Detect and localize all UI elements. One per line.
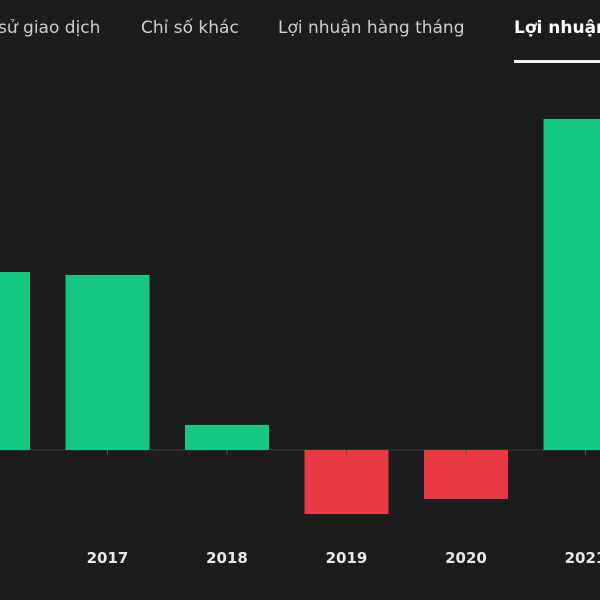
active-tab-indicator: [514, 60, 600, 63]
x-tick-label-2020: 2020: [445, 549, 487, 567]
tab-trade-history[interactable]: sử giao dịch: [0, 18, 101, 38]
bar-2021[interactable]: [543, 119, 600, 450]
bar-2016[interactable]: [0, 272, 30, 450]
bar-2019[interactable]: [304, 450, 389, 514]
x-tick-label-2021: 2021: [565, 549, 600, 567]
bar-2017[interactable]: [65, 275, 150, 450]
x-tick-label-2018: 2018: [206, 549, 248, 567]
tab-monthly-profit[interactable]: Lợi nhuận hàng tháng: [278, 18, 465, 38]
bar-2018[interactable]: [185, 425, 269, 450]
tab-bar: sử giao dịch Chỉ số khác Lợi nhuận hàng …: [0, 0, 600, 64]
x-tick-label-2017: 2017: [87, 549, 129, 567]
x-tick-label-2019: 2019: [326, 549, 368, 567]
bar-2020[interactable]: [424, 450, 508, 499]
tab-other-metrics[interactable]: Chỉ số khác: [141, 18, 239, 38]
tab-profit[interactable]: Lợi nhuận: [514, 18, 600, 38]
